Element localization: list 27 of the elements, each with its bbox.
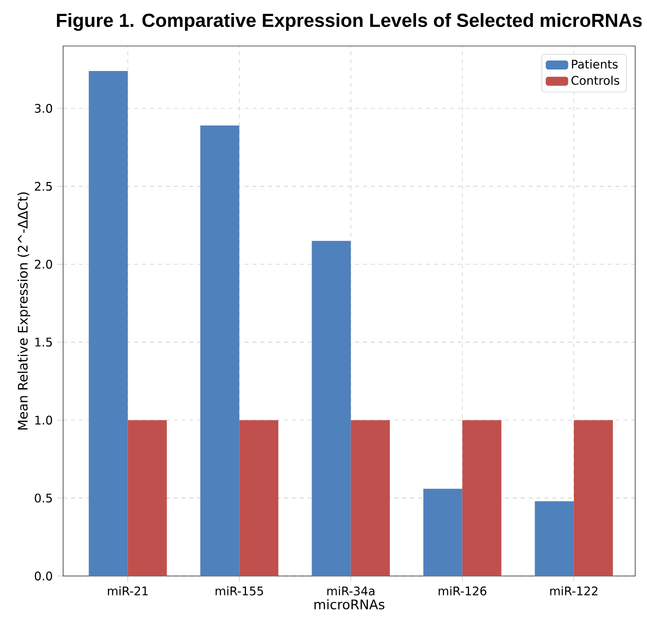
x-tick-label: miR-21 xyxy=(108,586,148,596)
x-tick-label: miR-155 xyxy=(216,586,263,596)
bar xyxy=(88,71,128,576)
x-tick-label: miR-122 xyxy=(550,586,598,596)
y-tick-label: 2.5 xyxy=(34,182,52,191)
y-tick-label: 2.0 xyxy=(34,260,52,269)
chart-title: Figure 1. Comparative Expression Levels of Selected microRNAs xyxy=(56,13,642,32)
bar xyxy=(534,501,574,576)
y-tick-label: 3.0 xyxy=(34,104,52,114)
bar xyxy=(350,420,390,576)
legend-label: Controls xyxy=(571,76,620,86)
bar xyxy=(574,420,613,576)
bar xyxy=(423,488,462,576)
legend-label: Patients xyxy=(572,60,618,69)
y-tick-label: 0.0 xyxy=(34,572,52,581)
x-tick-label: miR-126 xyxy=(438,586,486,596)
bar xyxy=(128,420,167,576)
bar xyxy=(200,126,240,576)
y-tick-label: 1.5 xyxy=(35,338,52,347)
y-tick-label: 1.0 xyxy=(35,416,52,425)
x-axis-title: microRNAs xyxy=(314,599,384,610)
bar xyxy=(239,420,278,576)
bar xyxy=(312,241,351,576)
y-axis-title: Mean Relative Expression (2^-ΔΔCt) xyxy=(18,192,30,430)
x-tick-label: miR-34a xyxy=(327,586,374,596)
bar xyxy=(462,420,502,576)
y-tick-label: 0.5 xyxy=(34,494,52,503)
